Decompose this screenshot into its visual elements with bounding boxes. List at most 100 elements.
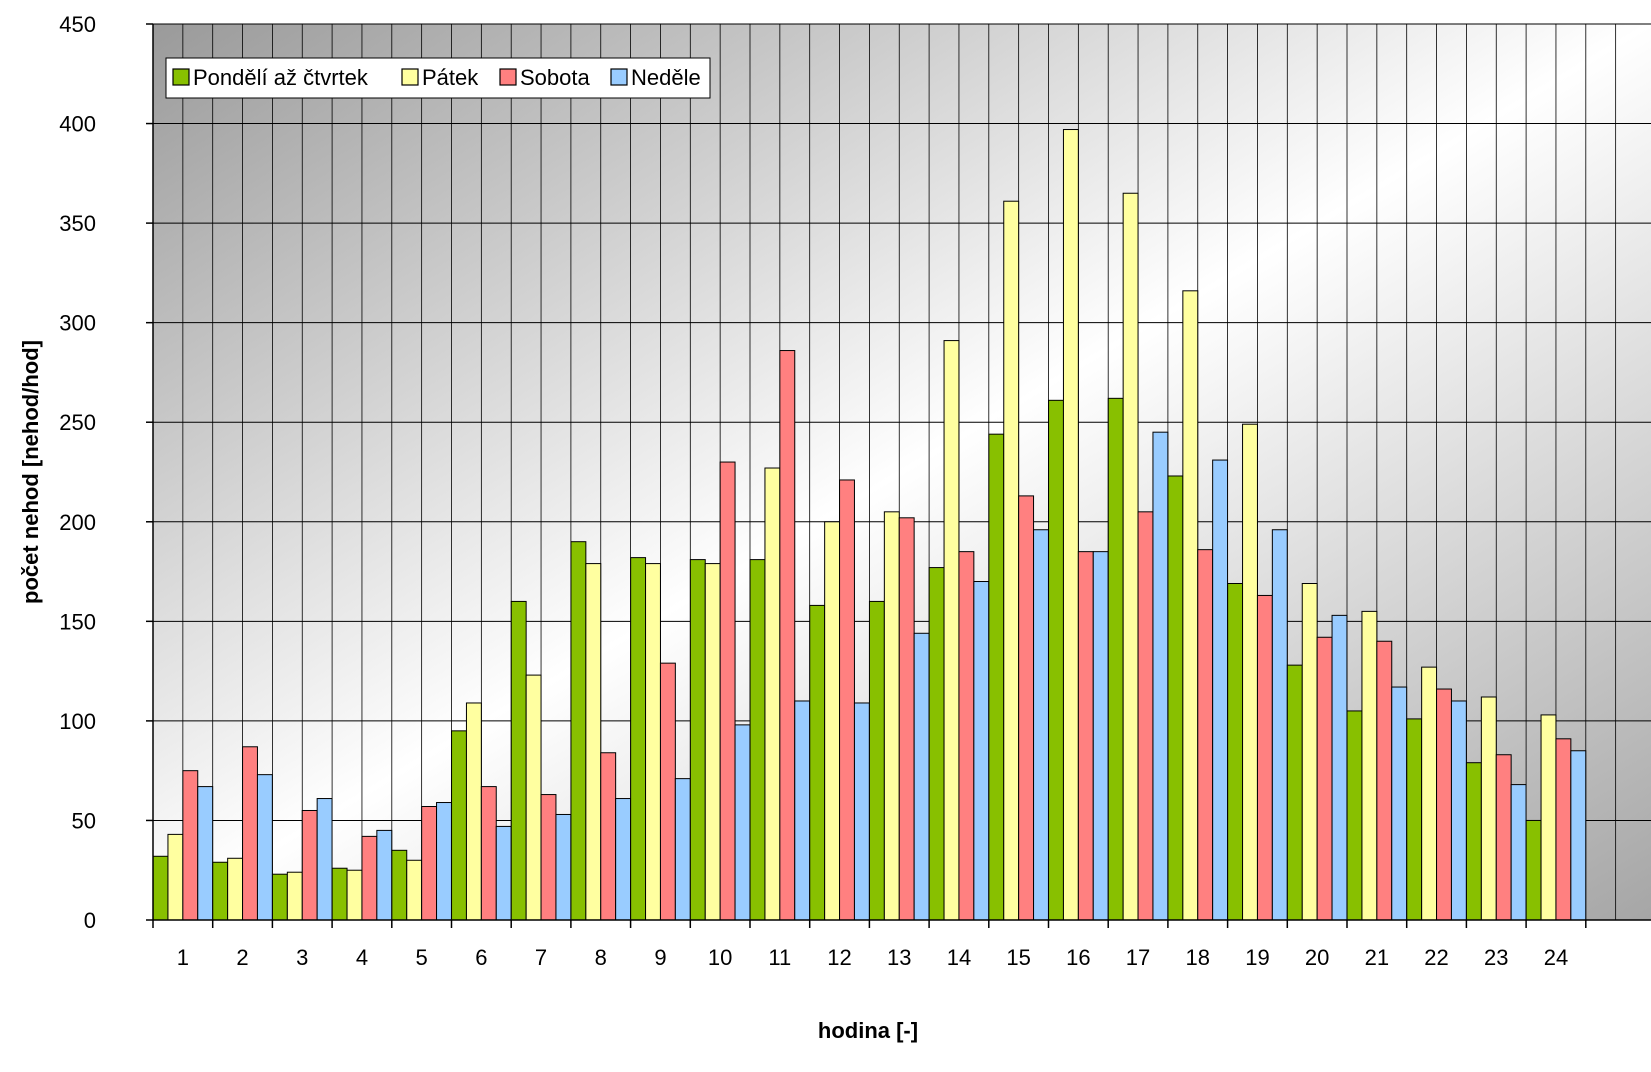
- x-tick-label: 16: [1066, 945, 1090, 970]
- bar-Pátek-3: [286, 871, 303, 921]
- x-tick-label: 10: [708, 945, 732, 970]
- legend-label: Pondělí až čtvrtek: [193, 65, 369, 90]
- bar-Pondělí až čtvrtek-16: [1048, 399, 1064, 921]
- bar-Pondělí až čtvrtek-21: [1346, 710, 1363, 921]
- bar-Neděle-12: [853, 702, 870, 921]
- bar-Neděle-22: [1450, 700, 1467, 921]
- x-tick-label: 18: [1186, 945, 1210, 970]
- bar-Pátek-19: [1242, 423, 1258, 921]
- bar-Pondělí až čtvrtek-14: [928, 567, 945, 921]
- bar-Pondělí až čtvrtek-22: [1406, 718, 1423, 921]
- bar-Pátek-18: [1182, 290, 1199, 921]
- bar-Neděle-2: [256, 774, 273, 921]
- bar-Sobota-12: [839, 479, 855, 921]
- y-tick-label: 300: [59, 311, 96, 336]
- y-tick-label: 200: [59, 510, 96, 535]
- bar-Neděle-4: [376, 829, 393, 921]
- x-tick-label: 24: [1544, 945, 1568, 970]
- bar-Pondělí až čtvrtek-10: [689, 559, 706, 921]
- bar-Sobota-17: [1137, 511, 1154, 921]
- bar-Neděle-21: [1391, 686, 1408, 921]
- bar-Pondělí až čtvrtek-17: [1107, 397, 1124, 921]
- bar-Pondělí až čtvrtek-12: [809, 604, 826, 921]
- bar-Pátek-15: [1003, 200, 1020, 921]
- bar-Sobota-24: [1555, 738, 1572, 921]
- legend-swatch: [401, 68, 419, 86]
- y-tick-label: 450: [59, 12, 96, 37]
- bar-Sobota-22: [1436, 688, 1452, 921]
- bar-Pondělí až čtvrtek-15: [988, 433, 1005, 921]
- bar-Sobota-20: [1316, 636, 1333, 921]
- bar-Neděle-6: [495, 825, 512, 921]
- bar-Pátek-17: [1122, 192, 1139, 921]
- x-tick-label: 12: [827, 945, 851, 970]
- bar-Neděle-24: [1570, 750, 1587, 921]
- bar-Pátek-7: [525, 674, 542, 921]
- x-tick-label: 19: [1245, 945, 1269, 970]
- x-tick-label: 8: [595, 945, 607, 970]
- x-tick-label: 23: [1484, 945, 1508, 970]
- bar-Neděle-3: [316, 798, 333, 921]
- bar-Pondělí až čtvrtek-19: [1227, 583, 1244, 921]
- bar-Neděle-20: [1331, 614, 1348, 921]
- legend-label: Neděle: [631, 65, 701, 90]
- bar-Sobota-23: [1495, 754, 1512, 921]
- bar-Neděle-16: [1092, 551, 1109, 921]
- x-tick-label: 4: [356, 945, 368, 970]
- bar-Pondělí až čtvrtek-2: [212, 861, 229, 921]
- x-tick-label: 7: [535, 945, 547, 970]
- bar-Sobota-6: [480, 786, 497, 921]
- y-tick-label: 350: [59, 211, 96, 236]
- bar-Pátek-11: [764, 467, 781, 921]
- bar-Pondělí až čtvrtek-7: [510, 600, 527, 921]
- x-tick-label: 1: [177, 945, 189, 970]
- bar-Pátek-6: [465, 702, 482, 921]
- bar-Sobota-14: [958, 551, 975, 921]
- bar-Neděle-8: [615, 798, 632, 921]
- bar-Neděle-19: [1271, 529, 1288, 921]
- bar-Pondělí až čtvrtek-24: [1525, 819, 1542, 921]
- bar-Pátek-16: [1062, 129, 1079, 921]
- x-tick-label: 11: [768, 945, 791, 970]
- bar-Neděle-15: [1033, 529, 1049, 921]
- bar-Pátek-23: [1480, 696, 1497, 921]
- x-axis-title: hodina [-]: [818, 1018, 918, 1043]
- bar-Pátek-5: [406, 859, 423, 921]
- bar-Pondělí až čtvrtek-9: [630, 557, 647, 921]
- bar-Sobota-7: [540, 794, 557, 921]
- bar-Sobota-11: [779, 350, 796, 921]
- x-tick-label: 15: [1006, 945, 1030, 970]
- bar-Sobota-10: [719, 461, 736, 921]
- legend-label: Pátek: [422, 65, 479, 90]
- bar-Pátek-20: [1301, 583, 1318, 921]
- bar-Pondělí až čtvrtek-20: [1286, 664, 1303, 921]
- bar-Sobota-13: [898, 517, 915, 921]
- bar-Sobota-1: [182, 770, 199, 921]
- bar-Pondělí až čtvrtek-8: [570, 541, 587, 921]
- bar-Pátek-24: [1540, 714, 1557, 921]
- bar-Pondělí až čtvrtek-3: [271, 873, 288, 921]
- legend-swatch: [172, 68, 190, 86]
- bar-Sobota-3: [301, 809, 318, 921]
- bar-Sobota-5: [421, 806, 438, 921]
- x-tick-label: 6: [475, 945, 487, 970]
- bar-Pátek-13: [883, 511, 900, 921]
- bar-Neděle-9: [674, 778, 691, 921]
- bar-Sobota-2: [242, 746, 258, 921]
- bar-Sobota-18: [1197, 549, 1214, 921]
- x-tick-label: 22: [1424, 945, 1448, 970]
- bar-Pondělí až čtvrtek-23: [1465, 762, 1482, 921]
- bar-Pátek-9: [645, 563, 661, 921]
- y-tick-labels: 0 50 100 150 200 250 300 350 400 450: [59, 12, 96, 933]
- bar-Sobota-19: [1256, 594, 1273, 921]
- bar-Sobota-9: [659, 662, 676, 921]
- bar-Neděle-7: [555, 813, 572, 921]
- bar-Neděle-5: [436, 802, 452, 921]
- bar-Pondělí až čtvrtek-11: [749, 559, 766, 921]
- bar-Pátek-1: [167, 833, 184, 921]
- bar-Pátek-12: [824, 521, 841, 921]
- bar-Pátek-21: [1361, 610, 1378, 921]
- x-tick-label: 13: [887, 945, 911, 970]
- bar-Pátek-22: [1421, 666, 1438, 921]
